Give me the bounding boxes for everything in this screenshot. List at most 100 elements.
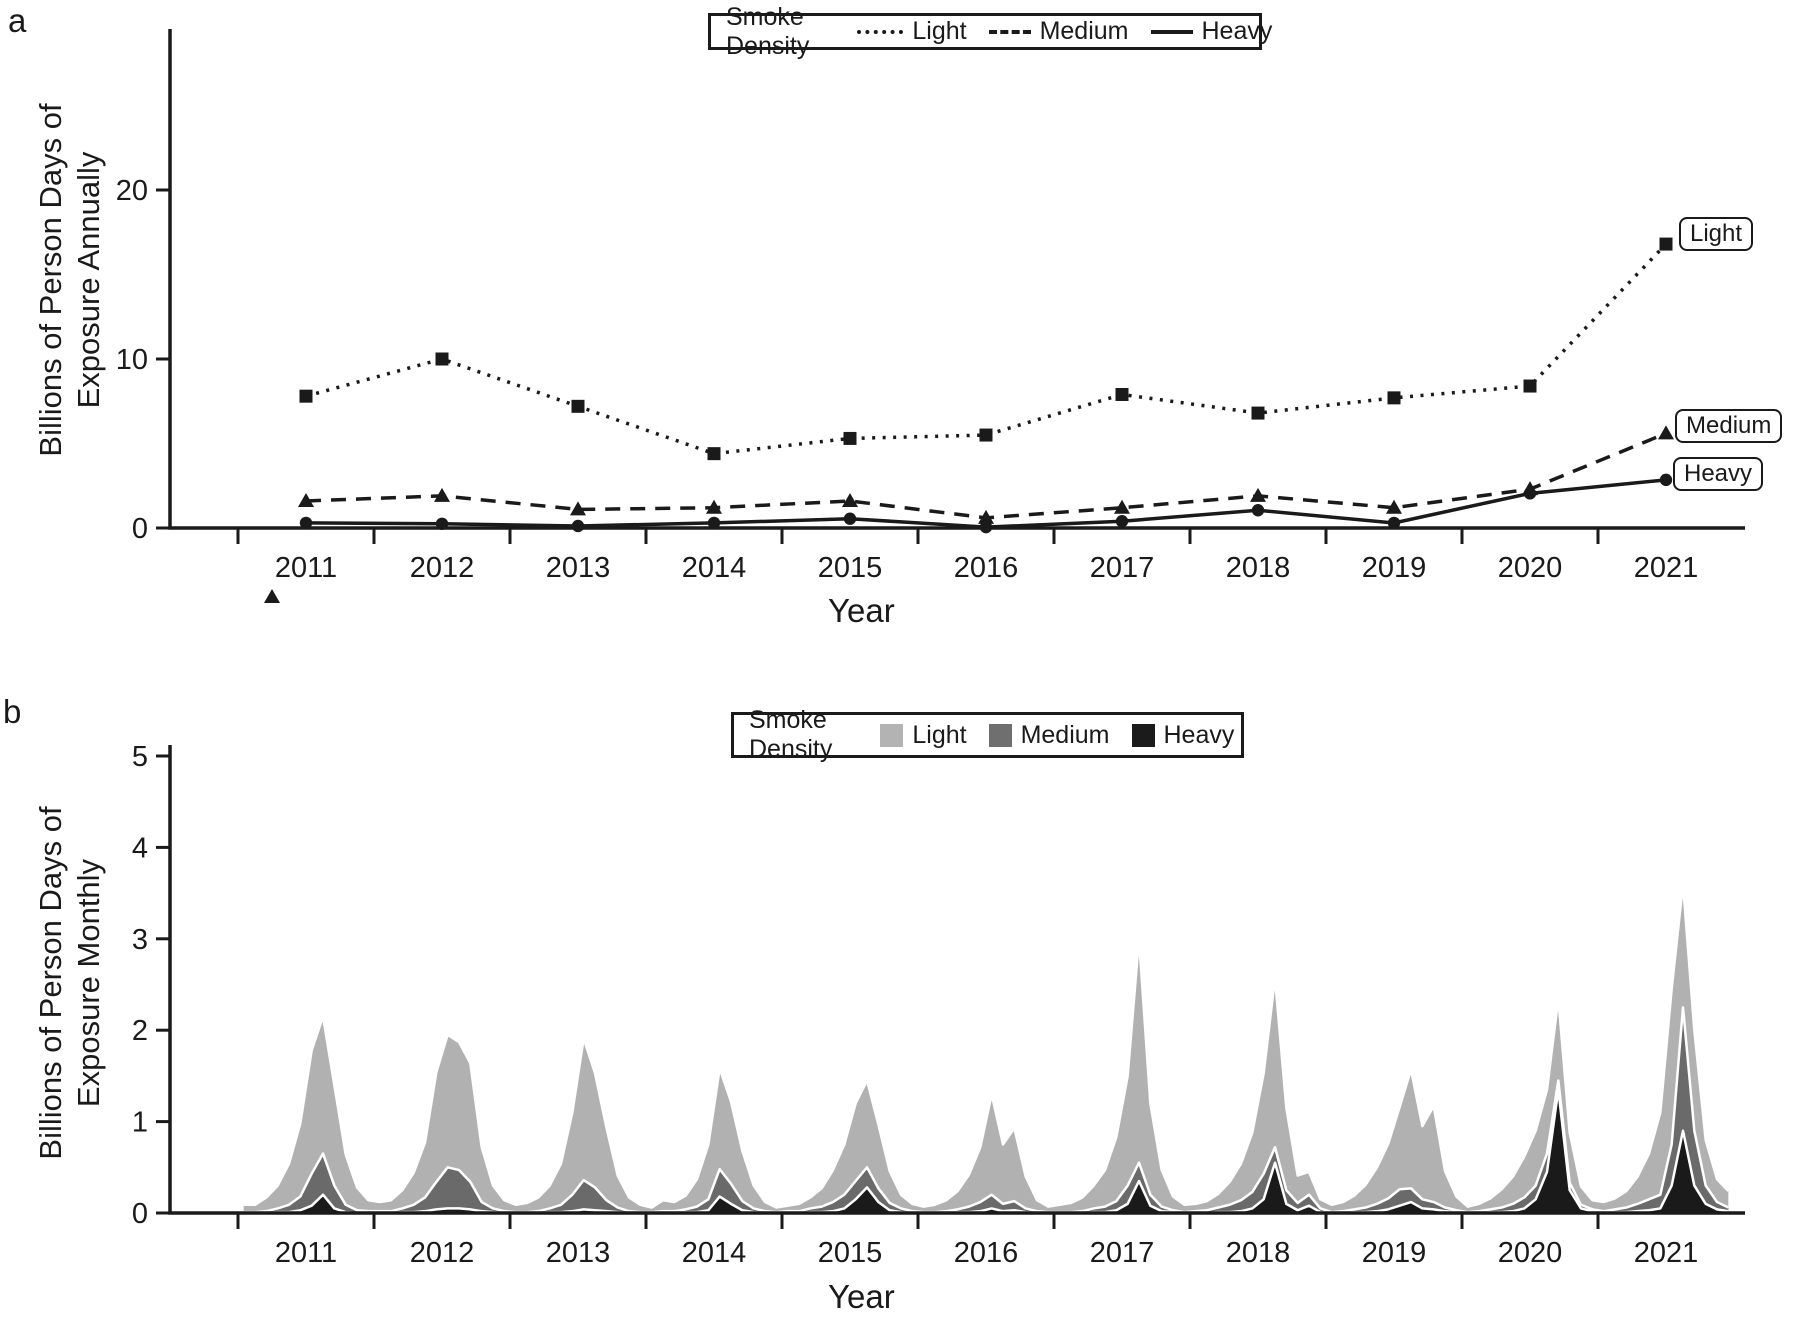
heavy-data-point [299, 516, 313, 530]
panel-b-y-tick-label: 1 [132, 1107, 148, 1139]
panel-b-y-axis-title: Billions of Person Days of Exposure Mont… [28, 703, 112, 1263]
panel-b-x-tick-label: 2014 [682, 1237, 747, 1269]
light-data-point [1659, 237, 1673, 251]
medium-series-line [305, 431, 1667, 520]
stray-triangle-marker [264, 589, 280, 603]
panel-a-x-tick-label: 2013 [546, 552, 611, 584]
panel-b-y-tick-label: 0 [132, 1198, 148, 1230]
panel-a-y-tick-label: 20 [116, 175, 148, 207]
panel-b-x-tick-label: 2012 [410, 1237, 475, 1269]
panel-b-y-tick-label: 5 [132, 741, 148, 773]
panel-a-x-tick-label: 2011 [275, 552, 337, 584]
light-series-end-label: Light [1679, 217, 1754, 251]
panel-b-x-tick-label: 2011 [275, 1237, 337, 1269]
panel-b-legend-title: Smoke Density [749, 706, 833, 763]
panel-a-x-tick-label: 2012 [410, 552, 475, 584]
panel-a-legend-item-light: Light [857, 17, 967, 46]
dashed-line-icon [988, 29, 1031, 34]
heavy-data-point [435, 517, 449, 530]
panel-a-y-tick-label: 10 [116, 344, 148, 376]
panel-b-legend-label-heavy: Heavy [1163, 720, 1235, 749]
panel-b-legend-item-medium: Medium [988, 720, 1110, 750]
panel-b-x-tick-label: 2016 [954, 1237, 1019, 1269]
panel-a-legend-label-medium: Medium [1039, 17, 1129, 45]
panel-a-legend-label-light: Light [912, 17, 967, 45]
heavy-data-point [979, 520, 993, 534]
light-area [243, 883, 1729, 1213]
medium-data-point [298, 492, 314, 507]
light-series-line [305, 242, 1668, 456]
heavy-data-point [571, 519, 585, 533]
medium-data-point [978, 509, 994, 524]
light-data-point [1523, 379, 1537, 393]
panel-b-x-tick-label: 2018 [1226, 1237, 1291, 1269]
medium-data-point [570, 501, 586, 516]
panel-a-x-tick-label: 2014 [682, 552, 747, 584]
heavy-data-point [1523, 487, 1537, 500]
panel-a-legend-item-medium: Medium [988, 17, 1129, 46]
panel-b-x-tick-label: 2015 [818, 1237, 883, 1269]
medium-data-point [842, 492, 858, 507]
panel-a-x-tick-label: 2016 [954, 552, 1019, 584]
light-data-point [843, 431, 857, 445]
panel-b-x-tick-label: 2013 [546, 1237, 611, 1269]
panel-a-y-axis-title-line1: Billions of Person Days of [33, 103, 69, 457]
panel-b-y-tick-label: 3 [132, 924, 148, 956]
light-data-point [435, 352, 449, 366]
panel-b-legend-item-heavy: Heavy [1131, 720, 1235, 750]
medium-data-point [1114, 499, 1130, 514]
panel-a-x-axis-title: Year [828, 592, 895, 629]
heavy-data-point [1251, 504, 1265, 517]
heavy-data-point [1659, 473, 1673, 487]
panel-a-x-tick-label: 2020 [1498, 552, 1563, 584]
panel-a-x-tick-label: 2015 [818, 552, 883, 584]
panel-a-x-tick-label: 2019 [1362, 552, 1427, 584]
heavy-data-point [1115, 515, 1129, 528]
panel-b-y-axis-title-line2: Exposure Monthly [71, 858, 106, 1108]
panel-a-letter: a [8, 2, 27, 39]
light-data-point [1387, 391, 1401, 405]
panel-b-y-tick-label: 2 [132, 1015, 148, 1047]
panel-a-legend: Smoke Density Light Medium Heavy [708, 3, 1272, 60]
panel-b-x-tick-label: 2017 [1090, 1237, 1155, 1269]
panel-b-x-tick-label: 2020 [1498, 1237, 1563, 1269]
panel-b-x-tick-label: 2021 [1634, 1237, 1699, 1269]
panel-a-x-tick-label: 2018 [1226, 552, 1291, 584]
light-data-point [707, 447, 721, 461]
medium-swatch-icon [988, 723, 1012, 747]
panel-b-y-axis-title-line1: Billions of Person Days of [33, 806, 69, 1160]
light-area-edge [243, 882, 1730, 1209]
light-data-point [979, 428, 993, 442]
panel-a-y-axis-title-line2: Exposure Annually [71, 151, 106, 409]
light-data-point [571, 399, 585, 413]
heavy-data-point [1387, 516, 1401, 530]
light-swatch-icon [880, 723, 904, 747]
heavy-swatch-icon [1131, 723, 1155, 747]
panel-a-legend-item-heavy: Heavy [1150, 17, 1273, 46]
panel-b-legend-label-light: Light [912, 720, 967, 749]
panel-b-x-tick-label: 2019 [1362, 1237, 1427, 1269]
panel-a-y-axis-title: Billions of Person Days of Exposure Annu… [28, 0, 112, 560]
panel-b-legend-item-light: Light [880, 720, 967, 750]
medium-data-point [1250, 487, 1266, 502]
medium-data-point [706, 499, 722, 514]
heavy-data-point [707, 516, 721, 530]
medium-data-point [434, 487, 450, 502]
heavy-series-end-label: Heavy [1673, 457, 1764, 491]
panel-b-letter: b [3, 693, 22, 730]
panel-a-x-tick-label: 2021 [1634, 552, 1699, 584]
heavy-data-point [843, 512, 857, 525]
medium-series-end-label: Medium [1675, 409, 1783, 443]
light-data-point [1251, 406, 1265, 420]
solid-line-icon [1150, 29, 1193, 34]
dotted-line-icon [857, 29, 904, 34]
panel-a-legend-label-heavy: Heavy [1201, 17, 1273, 45]
medium-data-point [1658, 425, 1674, 440]
panel-b-legend: Smoke Density Light Medium Heavy [731, 706, 1244, 763]
panel-b-legend-label-medium: Medium [1020, 720, 1110, 749]
panel-a-y-tick-label: 0 [132, 513, 148, 545]
panel-a-x-tick-label: 2017 [1090, 552, 1155, 584]
medium-data-point [1386, 499, 1402, 514]
panel-a-legend-title: Smoke Density [726, 2, 810, 60]
